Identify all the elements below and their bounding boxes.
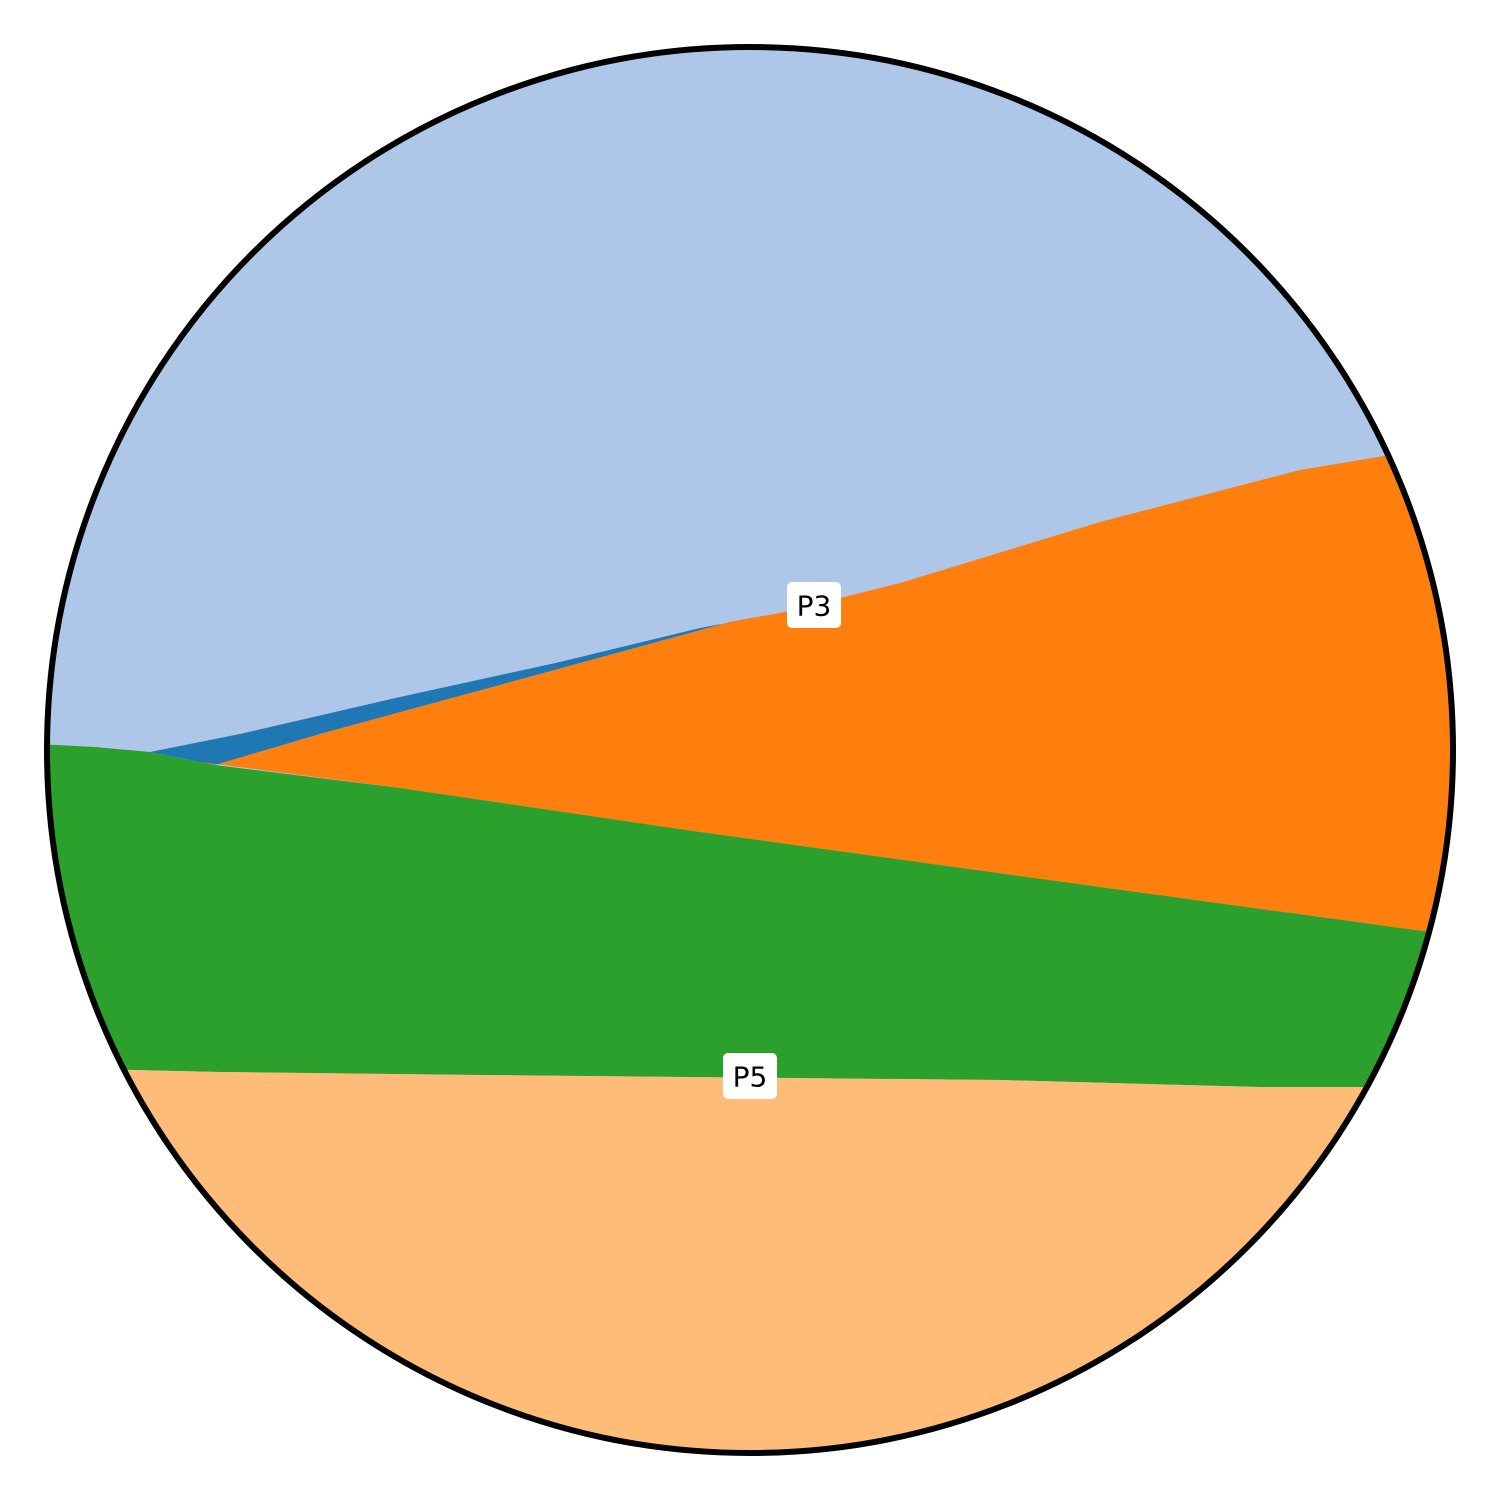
light-orange-region xyxy=(47,1067,1453,1453)
label-p5: P5 xyxy=(723,1053,777,1099)
label-p5-text: P5 xyxy=(733,1061,768,1094)
blue-wedge-region xyxy=(150,613,780,765)
green-region xyxy=(47,742,1453,1087)
label-p3-text: P3 xyxy=(797,590,832,623)
label-p5-box xyxy=(723,1053,777,1099)
orange-region xyxy=(200,455,1453,935)
label-p3-box xyxy=(787,582,841,628)
circle-outline xyxy=(44,44,1456,1456)
label-p3: P3 xyxy=(787,582,841,628)
